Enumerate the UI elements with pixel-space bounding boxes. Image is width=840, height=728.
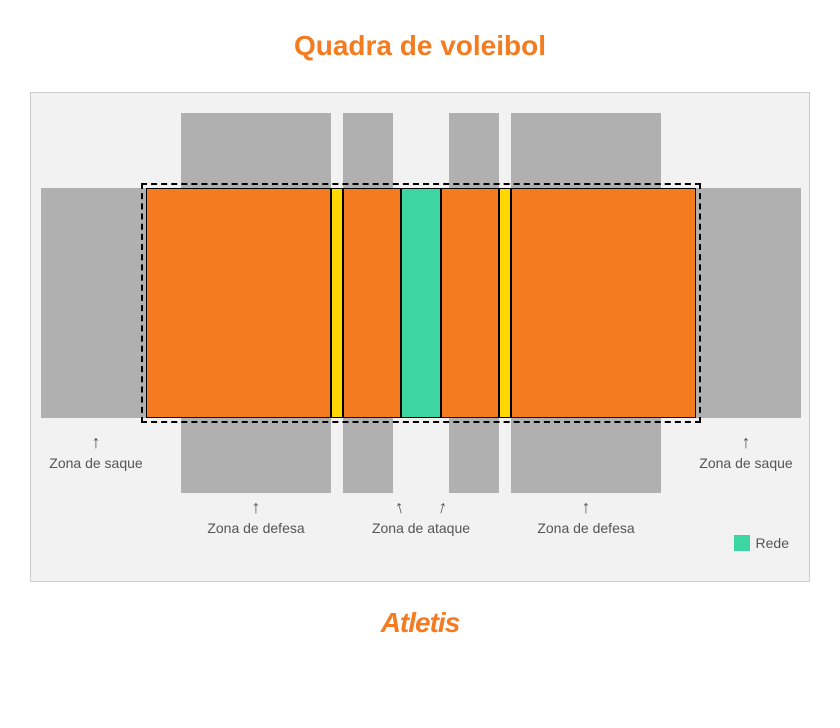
gray-defesa-right-bottom bbox=[511, 418, 661, 493]
page-title: Quadra de voleibol bbox=[294, 30, 546, 62]
label-defesa-right: ↑ Zona de defesa bbox=[501, 498, 671, 536]
label-ataque: ↑ ↑ Zona de ataque bbox=[341, 498, 501, 536]
court-yellow-right bbox=[499, 188, 511, 418]
label-defesa-left: ↑ Zona de defesa bbox=[171, 498, 341, 536]
label-text: Zona de saque bbox=[49, 455, 142, 471]
gray-ataque-right-bottom bbox=[449, 418, 499, 493]
court-defesa-left bbox=[146, 188, 331, 418]
arrow-up-icon: ↑ bbox=[681, 433, 811, 451]
gray-ataque-right-top bbox=[449, 113, 499, 188]
gray-ataque-left-bottom bbox=[343, 418, 393, 493]
gray-defesa-left-top bbox=[181, 113, 331, 188]
brand-logo: Atletis bbox=[381, 607, 460, 639]
label-text: Zona de saque bbox=[699, 455, 792, 471]
legend-text: Rede bbox=[756, 535, 789, 551]
court-yellow-left bbox=[331, 188, 343, 418]
court-defesa-right bbox=[511, 188, 696, 418]
arrow-up-icon: ↑ bbox=[171, 498, 341, 516]
legend-swatch-net bbox=[734, 535, 750, 551]
arrow-up-icon: ↑ bbox=[436, 497, 449, 517]
gray-ataque-left-top bbox=[343, 113, 393, 188]
court-ataque-right bbox=[441, 188, 499, 418]
gray-defesa-right-top bbox=[511, 113, 661, 188]
gray-saque-right bbox=[696, 188, 801, 418]
label-saque-left: ↑ Zona de saque bbox=[31, 433, 161, 471]
label-text: Zona de defesa bbox=[207, 520, 304, 536]
arrow-up-icon: ↑ bbox=[31, 433, 161, 451]
court-net bbox=[401, 188, 441, 418]
volleyball-court-diagram: ↑ Zona de saque ↑ Zona de saque ↑ Zona d… bbox=[30, 92, 810, 582]
legend-net: Rede bbox=[734, 535, 789, 551]
gray-defesa-left-bottom bbox=[181, 418, 331, 493]
court-ataque-left bbox=[343, 188, 401, 418]
label-text: Zona de defesa bbox=[537, 520, 634, 536]
arrow-up-icon: ↑ bbox=[501, 498, 671, 516]
arrow-up-icon: ↑ bbox=[393, 497, 406, 517]
label-saque-right: ↑ Zona de saque bbox=[681, 433, 811, 471]
label-text: Zona de ataque bbox=[341, 520, 501, 536]
gray-saque-left bbox=[41, 188, 146, 418]
